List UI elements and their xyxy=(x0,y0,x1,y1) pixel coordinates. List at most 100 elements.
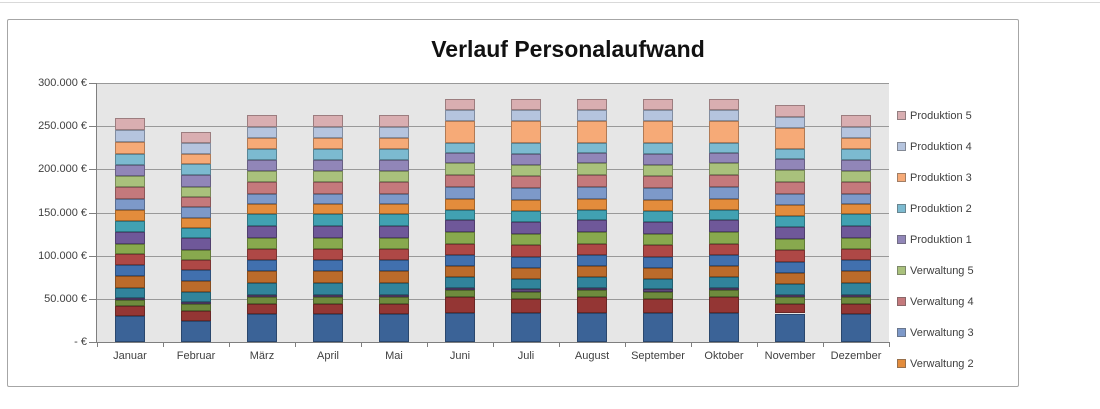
bar-segment-series[interactable] xyxy=(445,209,475,221)
bar-segment-produktion-5[interactable] xyxy=(445,98,475,110)
bar-segment-series[interactable] xyxy=(247,214,277,227)
bar-segment-verwaltung-4[interactable] xyxy=(181,196,211,208)
bar-segment-series[interactable] xyxy=(445,287,475,291)
bar-segment-verwaltung-2[interactable] xyxy=(577,198,607,210)
bar-segment-verwaltung-4[interactable] xyxy=(775,182,805,194)
bar-segment-series[interactable] xyxy=(511,278,541,290)
bar-segment-produktion-2[interactable] xyxy=(775,148,805,159)
bar-segment-series[interactable] xyxy=(313,294,343,298)
bar-segment-series[interactable] xyxy=(841,238,871,249)
bar-segment-verwaltung-5[interactable] xyxy=(577,163,607,176)
bar-segment-series[interactable] xyxy=(775,304,805,314)
bar-segment-series[interactable] xyxy=(775,250,805,262)
bar-segment-series[interactable] xyxy=(577,277,607,288)
bar-segment-series[interactable] xyxy=(775,294,805,298)
bar-segment-verwaltung-2[interactable] xyxy=(181,217,211,229)
bar-segment-series[interactable] xyxy=(841,248,871,260)
bar-segment-produktion-5[interactable] xyxy=(577,98,607,110)
bar-segment-produktion-2[interactable] xyxy=(577,142,607,153)
bar-segment-produktion-1[interactable] xyxy=(181,175,211,187)
bar-segment-series[interactable] xyxy=(181,310,211,322)
bar-segment-produktion-4[interactable] xyxy=(643,109,673,121)
bar-segment-series[interactable] xyxy=(445,232,475,245)
bar-segment-series[interactable] xyxy=(577,297,607,313)
bar-segment-verwaltung-5[interactable] xyxy=(379,171,409,183)
bar-segment-series[interactable] xyxy=(181,249,211,260)
bar-segment-series[interactable] xyxy=(709,297,739,313)
bar-segment-series[interactable] xyxy=(775,313,805,342)
bar-segment-series[interactable] xyxy=(181,291,211,303)
bar-segment-series[interactable] xyxy=(709,277,739,288)
legend-item-produktion-1[interactable]: Produktion 1 xyxy=(897,231,1022,249)
bar-segment-series[interactable] xyxy=(379,297,409,304)
bar-segment-verwaltung-4[interactable] xyxy=(115,187,145,199)
bar-segment-verwaltung-3[interactable] xyxy=(379,193,409,204)
bar-segment-series[interactable] xyxy=(577,290,607,298)
bar-segment-produktion-3[interactable] xyxy=(115,141,145,154)
bar-segment-verwaltung-3[interactable] xyxy=(313,193,343,204)
bar-segment-series[interactable] xyxy=(709,312,739,342)
bar-segment-verwaltung-2[interactable] xyxy=(313,203,343,215)
bar-segment-produktion-2[interactable] xyxy=(181,164,211,176)
bar-segment-produktion-2[interactable] xyxy=(313,149,343,160)
bar-segment-verwaltung-3[interactable] xyxy=(445,186,475,199)
bar-segment-series[interactable] xyxy=(247,297,277,304)
bar-segment-series[interactable] xyxy=(313,297,343,304)
bar-segment-verwaltung-5[interactable] xyxy=(709,163,739,176)
bar-segment-verwaltung-3[interactable] xyxy=(775,193,805,205)
bar-segment-verwaltung-5[interactable] xyxy=(775,170,805,183)
bar-segment-verwaltung-4[interactable] xyxy=(643,176,673,189)
bar-segment-produktion-3[interactable] xyxy=(709,120,739,143)
bar-segment-series[interactable] xyxy=(379,248,409,260)
bar-segment-series[interactable] xyxy=(709,254,739,267)
bar-segment-produktion-1[interactable] xyxy=(841,159,871,172)
bar-segment-verwaltung-3[interactable] xyxy=(247,193,277,204)
bar-segment-series[interactable] xyxy=(115,265,145,277)
bar-segment-series[interactable] xyxy=(643,245,673,257)
bar-segment-produktion-3[interactable] xyxy=(841,138,871,150)
bar-segment-series[interactable] xyxy=(709,244,739,255)
bar-segment-series[interactable] xyxy=(313,314,343,342)
bar-segment-series[interactable] xyxy=(181,270,211,281)
bar-segment-series[interactable] xyxy=(379,214,409,227)
bar-segment-produktion-1[interactable] xyxy=(379,159,409,172)
legend-item-produktion-2[interactable]: Produktion 2 xyxy=(897,200,1022,218)
bar-segment-verwaltung-3[interactable] xyxy=(577,186,607,199)
bar-segment-series[interactable] xyxy=(643,291,673,299)
bar-segment-series[interactable] xyxy=(181,228,211,239)
bar-segment-verwaltung-4[interactable] xyxy=(379,182,409,194)
bar-segment-series[interactable] xyxy=(247,271,277,284)
bar-segment-series[interactable] xyxy=(379,259,409,272)
bar-segment-series[interactable] xyxy=(709,287,739,291)
bar-segment-produktion-3[interactable] xyxy=(247,138,277,150)
bar-segment-produktion-3[interactable] xyxy=(643,120,673,144)
bar-segment-series[interactable] xyxy=(445,312,475,342)
bar-segment-produktion-1[interactable] xyxy=(313,159,343,172)
bar-segment-series[interactable] xyxy=(709,290,739,298)
bar-segment-produktion-5[interactable] xyxy=(643,98,673,110)
bar-segment-series[interactable] xyxy=(115,232,145,244)
bar-segment-verwaltung-5[interactable] xyxy=(115,176,145,188)
bar-segment-verwaltung-2[interactable] xyxy=(511,199,541,211)
bar-segment-series[interactable] xyxy=(643,221,673,235)
bar-segment-series[interactable] xyxy=(643,256,673,268)
bar-segment-verwaltung-2[interactable] xyxy=(445,198,475,210)
bar-segment-series[interactable] xyxy=(115,287,145,298)
bar-segment-produktion-1[interactable] xyxy=(709,152,739,164)
chart-title[interactable]: Verlauf Personalaufwand xyxy=(431,36,705,62)
bar-segment-verwaltung-3[interactable] xyxy=(841,193,871,204)
bar-segment-produktion-1[interactable] xyxy=(775,158,805,171)
bar-segment-verwaltung-5[interactable] xyxy=(511,165,541,177)
bar-segment-produktion-4[interactable] xyxy=(181,142,211,154)
bar-segment-series[interactable] xyxy=(115,221,145,233)
bar-segment-series[interactable] xyxy=(775,261,805,273)
bar-segment-verwaltung-5[interactable] xyxy=(181,186,211,197)
bar-segment-produktion-3[interactable] xyxy=(379,138,409,150)
bar-segment-series[interactable] xyxy=(775,297,805,304)
bar-segment-series[interactable] xyxy=(247,259,277,272)
bar-segment-series[interactable] xyxy=(577,254,607,267)
bar-segment-verwaltung-4[interactable] xyxy=(313,182,343,194)
bar-segment-series[interactable] xyxy=(247,238,277,249)
bar-segment-series[interactable] xyxy=(511,210,541,222)
bar-segment-series[interactable] xyxy=(247,304,277,315)
